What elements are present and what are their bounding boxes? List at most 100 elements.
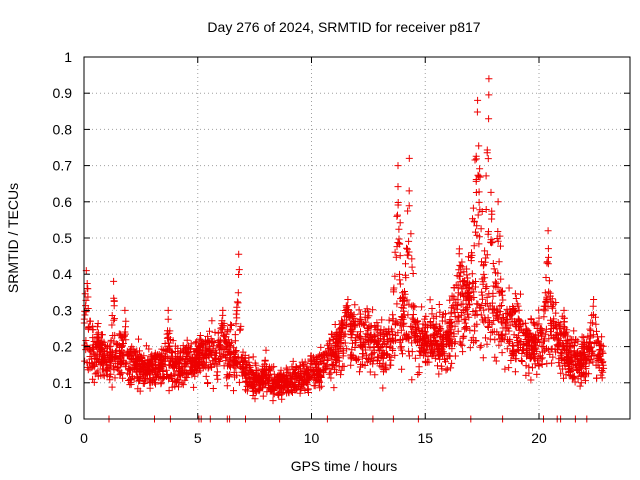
data-point: [564, 336, 571, 344]
data-point: [409, 270, 417, 277]
data-point: [396, 319, 404, 327]
data-point: [493, 308, 501, 316]
data-point: [177, 347, 185, 355]
data-point: [94, 367, 102, 375]
data-point: [236, 325, 244, 333]
data-point: [197, 336, 205, 344]
data-point: [143, 371, 151, 379]
data-point: [510, 305, 518, 312]
data-point: [594, 337, 602, 345]
data-point: [344, 296, 352, 303]
data-point: [492, 312, 500, 320]
data-point: [582, 365, 590, 373]
data-points: [80, 75, 608, 423]
data-point: [450, 293, 458, 301]
data-point: [337, 366, 345, 374]
data-point: [282, 364, 290, 372]
data-point: [108, 383, 116, 391]
data-point: [512, 355, 520, 363]
data-point: [304, 385, 312, 393]
data-point: [581, 371, 589, 379]
data-point: [363, 355, 371, 362]
data-point: [404, 245, 411, 253]
data-point: [373, 357, 381, 365]
data-point: [209, 385, 217, 392]
data-point: [108, 312, 116, 319]
data-point: [511, 320, 519, 328]
data-point: [446, 296, 454, 304]
data-point: [395, 239, 403, 247]
data-point: [593, 374, 601, 382]
data-point: [355, 306, 363, 314]
data-point: [309, 353, 317, 361]
data-point: [166, 355, 174, 363]
data-point: [175, 383, 182, 391]
data-point: [261, 379, 269, 387]
data-point: [343, 312, 350, 320]
data-point: [213, 368, 221, 376]
data-point: [549, 353, 557, 361]
data-point: [470, 217, 478, 225]
data-point: [396, 335, 404, 343]
data-point: [393, 212, 401, 220]
data-point: [459, 282, 467, 290]
data-point: [226, 355, 234, 363]
data-point: [346, 327, 354, 335]
data-point: [404, 207, 412, 215]
data-point: [553, 331, 561, 339]
data-point: [111, 360, 119, 368]
data-point: [589, 302, 597, 310]
data-point: [476, 343, 484, 351]
data-point: [573, 366, 581, 374]
data-point: [388, 334, 396, 342]
data-point: [332, 356, 340, 364]
data-point: [202, 372, 210, 380]
data-point: [279, 388, 287, 396]
data-point: [191, 339, 199, 347]
data-point: [106, 376, 114, 384]
data-point: [496, 232, 504, 240]
data-point: [472, 228, 479, 236]
data-point: [475, 240, 483, 248]
data-point: [441, 317, 449, 325]
data-point: [593, 327, 600, 335]
data-point: [408, 314, 416, 322]
data-point: [262, 362, 270, 370]
data-point: [477, 225, 485, 233]
data-point: [242, 386, 249, 394]
data-point: [411, 319, 419, 327]
data-point: [469, 308, 477, 315]
data-point: [459, 348, 467, 356]
data-point: [168, 383, 176, 391]
data-point: [179, 354, 187, 362]
data-point: [436, 347, 444, 355]
data-point: [107, 348, 114, 356]
data-point: [506, 310, 513, 318]
data-point: [389, 311, 397, 319]
data-point: [361, 346, 369, 354]
data-point: [539, 348, 547, 356]
data-point: [421, 357, 429, 365]
data-point: [296, 389, 304, 397]
data-point: [211, 328, 219, 336]
data-point: [535, 360, 543, 368]
data-point: [129, 373, 136, 381]
data-point: [473, 222, 481, 230]
data-point: [557, 354, 565, 362]
data-point: [470, 242, 478, 250]
data-point: [394, 162, 402, 170]
data-point: [495, 289, 503, 297]
data-point: [165, 339, 173, 347]
data-point: [565, 362, 573, 370]
data-point: [391, 248, 399, 256]
data-point: [582, 354, 589, 362]
data-point: [564, 350, 572, 358]
data-point: [384, 338, 392, 345]
data-point: [213, 360, 221, 368]
data-point: [589, 358, 597, 366]
data-point: [332, 346, 340, 354]
data-point: [214, 329, 222, 337]
data-point: [110, 294, 118, 302]
data-point: [294, 375, 302, 382]
data-point: [402, 271, 409, 279]
